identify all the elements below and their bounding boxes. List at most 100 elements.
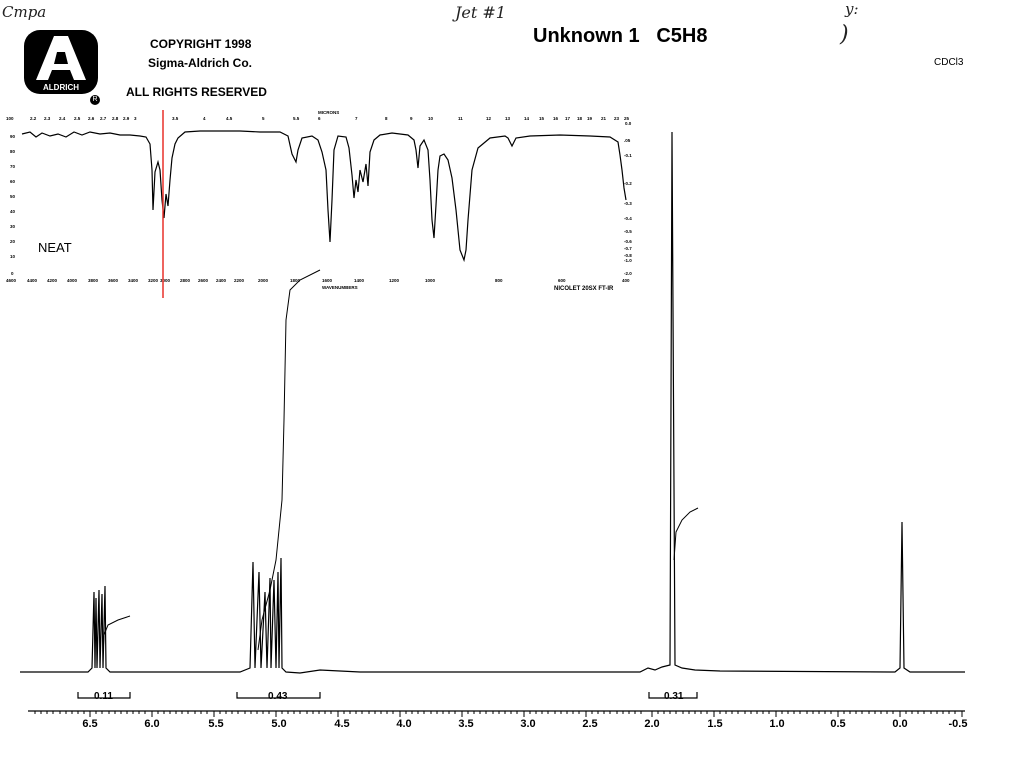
svg-text:1200: 1200 bbox=[389, 278, 400, 283]
svg-text:50: 50 bbox=[10, 194, 16, 199]
svg-text:2.6: 2.6 bbox=[88, 116, 95, 121]
svg-text:2.8: 2.8 bbox=[112, 116, 119, 121]
svg-text:3800: 3800 bbox=[88, 278, 99, 283]
svg-text:1.0: 1.0 bbox=[769, 718, 784, 730]
svg-text:7: 7 bbox=[355, 116, 358, 121]
svg-text:40: 40 bbox=[10, 209, 16, 214]
aldrich-logo: ALDRICH bbox=[24, 30, 98, 94]
svg-text:-2.0: -2.0 bbox=[624, 271, 632, 276]
svg-text:4000: 4000 bbox=[67, 278, 78, 283]
integral-label-2: 0.43 bbox=[268, 691, 288, 702]
svg-text:6.5: 6.5 bbox=[82, 718, 97, 730]
registered-mark-icon: R bbox=[90, 95, 100, 105]
handwritten-note-right: y: bbox=[845, 0, 859, 18]
svg-text:19: 19 bbox=[587, 116, 593, 121]
svg-text:1800: 1800 bbox=[290, 278, 301, 283]
svg-text:15: 15 bbox=[539, 116, 545, 121]
microns-axis-label: MICRONS bbox=[318, 110, 339, 115]
svg-text:6.0: 6.0 bbox=[144, 718, 159, 730]
sample-label-neat: NEAT bbox=[38, 240, 72, 255]
svg-text:2400: 2400 bbox=[216, 278, 227, 283]
integral-curve-2 bbox=[257, 269, 321, 651]
svg-text:0.5: 0.5 bbox=[830, 718, 845, 730]
svg-text:4.5: 4.5 bbox=[226, 116, 233, 121]
svg-text:2000: 2000 bbox=[258, 278, 269, 283]
svg-text:1000: 1000 bbox=[425, 278, 436, 283]
handwritten-note-left: Cmpa bbox=[2, 3, 47, 21]
svg-text:-0.6: -0.6 bbox=[624, 239, 632, 244]
svg-text:25: 25 bbox=[624, 116, 630, 121]
solvent-label: CDCl3 bbox=[934, 57, 964, 68]
svg-text:4600: 4600 bbox=[6, 278, 17, 283]
svg-text:13: 13 bbox=[505, 116, 511, 121]
svg-text:6: 6 bbox=[318, 116, 321, 121]
svg-text:3.0: 3.0 bbox=[520, 718, 535, 730]
svg-text:60: 60 bbox=[10, 179, 16, 184]
svg-text:2.5: 2.5 bbox=[74, 116, 81, 121]
svg-text:10: 10 bbox=[428, 116, 434, 121]
svg-text:9: 9 bbox=[410, 116, 413, 121]
svg-text:5.5: 5.5 bbox=[293, 116, 300, 121]
svg-text:1.5: 1.5 bbox=[707, 718, 722, 730]
svg-text:90: 90 bbox=[10, 134, 16, 139]
svg-text:4200: 4200 bbox=[47, 278, 58, 283]
integral-curve-3 bbox=[673, 507, 699, 561]
svg-text:3: 3 bbox=[134, 116, 137, 121]
copyright-line-2: Sigma-Aldrich Co. bbox=[148, 56, 253, 70]
svg-text:2.9: 2.9 bbox=[123, 116, 130, 121]
svg-text:18: 18 bbox=[577, 116, 583, 121]
svg-text:3.5: 3.5 bbox=[172, 116, 179, 121]
svg-text:11: 11 bbox=[458, 116, 463, 121]
svg-text:800: 800 bbox=[495, 278, 503, 283]
handwritten-note-center: Jet #1 bbox=[455, 3, 506, 22]
svg-text:4: 4 bbox=[203, 116, 206, 121]
svg-text:10: 10 bbox=[10, 254, 16, 259]
svg-text:600: 600 bbox=[558, 278, 566, 283]
flask-a-icon: ALDRICH bbox=[36, 36, 86, 92]
svg-text:2.3: 2.3 bbox=[44, 116, 51, 121]
svg-text:1400: 1400 bbox=[354, 278, 365, 283]
svg-text:21: 21 bbox=[601, 116, 607, 121]
svg-text:1600: 1600 bbox=[322, 278, 333, 283]
wavenumbers-axis-label: WAVENUMBERS bbox=[322, 285, 358, 290]
svg-text:2.2: 2.2 bbox=[30, 116, 37, 121]
svg-text:ALDRICH: ALDRICH bbox=[43, 83, 79, 92]
svg-text:70: 70 bbox=[10, 164, 16, 169]
svg-text:-0.1: -0.1 bbox=[624, 153, 632, 158]
svg-text:-0.4: -0.4 bbox=[624, 216, 632, 221]
svg-text:-0.5: -0.5 bbox=[624, 229, 632, 234]
svg-text:3600: 3600 bbox=[108, 278, 119, 283]
svg-text:16: 16 bbox=[553, 116, 559, 121]
svg-text:8: 8 bbox=[385, 116, 388, 121]
integral-curve-1 bbox=[102, 615, 131, 656]
nmr-trace bbox=[20, 131, 965, 674]
svg-text:20: 20 bbox=[10, 239, 16, 244]
handwritten-paren: ) bbox=[840, 22, 849, 47]
svg-text:5.5: 5.5 bbox=[208, 718, 223, 730]
svg-text:2.0: 2.0 bbox=[644, 718, 659, 730]
svg-text:2600: 2600 bbox=[198, 278, 209, 283]
instrument-label: NICOLET 20SX FT-IR bbox=[554, 286, 614, 292]
ppm-tick-labels: 6.5 6.0 5.5 5.0 4.5 4.0 3.5 3.0 2.5 2.0 … bbox=[82, 718, 967, 730]
ir-trace bbox=[21, 130, 627, 263]
svg-text:4.5: 4.5 bbox=[334, 718, 349, 730]
svg-text:-0.5: -0.5 bbox=[949, 718, 968, 730]
svg-text:3400: 3400 bbox=[128, 278, 139, 283]
svg-text:-1.0: -1.0 bbox=[624, 258, 632, 263]
svg-text:100: 100 bbox=[6, 116, 14, 121]
svg-text:400: 400 bbox=[622, 278, 630, 283]
page-title: Unknown 1 C5H8 bbox=[533, 25, 708, 47]
copyright-line-1: COPYRIGHT 1998 bbox=[150, 37, 252, 51]
svg-text:0.0: 0.0 bbox=[892, 718, 907, 730]
svg-text:14: 14 bbox=[524, 116, 530, 121]
svg-text:-0.7: -0.7 bbox=[624, 246, 632, 251]
ppm-axis-ticks bbox=[34, 711, 963, 717]
svg-text:0.0: 0.0 bbox=[625, 121, 632, 126]
svg-text:23: 23 bbox=[614, 116, 620, 121]
svg-text:0: 0 bbox=[11, 271, 14, 276]
svg-text:4.0: 4.0 bbox=[396, 718, 411, 730]
svg-text:4400: 4400 bbox=[27, 278, 38, 283]
svg-text:2.5: 2.5 bbox=[582, 718, 597, 730]
svg-text:17: 17 bbox=[565, 116, 571, 121]
